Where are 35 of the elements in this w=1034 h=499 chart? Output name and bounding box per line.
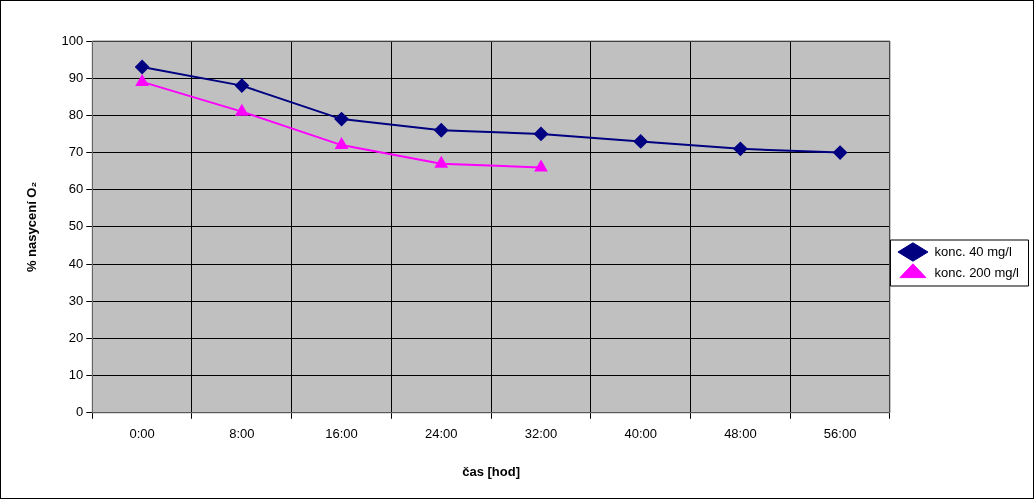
x-tick-label: 24:00 [425,426,458,442]
x-tick-label: 40:00 [624,426,657,442]
y-tick-label: 20 [68,330,84,346]
legend-label: konc. 200 mg/l [934,264,1020,280]
point [434,123,449,138]
point [235,104,249,116]
x-tick-label: 8:00 [229,426,255,442]
point [534,160,548,172]
x-tick-label: 16:00 [325,426,358,442]
y-axis-title: % nasycení O₂ [24,181,40,273]
point [234,78,249,93]
y-tick-label: 60 [68,181,84,197]
point [733,141,748,156]
point [633,134,648,149]
point [334,112,349,127]
y-tick-label: 90 [68,69,84,85]
x-tick-label: 56:00 [823,426,857,442]
y-tick-label: 80 [68,106,84,122]
y-tick-label: 70 [68,144,84,160]
legend-label: konc. 40 mg/l [934,243,1012,259]
y-tick-label: 100 [61,32,84,48]
y-tick-label: 10 [68,367,84,383]
y-tick-label: 0 [76,404,84,420]
point [435,156,448,168]
y-tick-label: 30 [68,292,84,308]
x-tick-label: 48:00 [724,426,757,442]
x-tick-label: 32:00 [524,426,558,442]
y-tick-label: 50 [68,218,84,234]
y-tick-label: 40 [68,255,84,271]
x-tick-label: 0:00 [129,426,155,442]
x-axis-title: čas [hod] [462,463,521,479]
point [533,126,548,141]
point [335,138,348,150]
point [135,60,150,75]
point [833,145,848,160]
